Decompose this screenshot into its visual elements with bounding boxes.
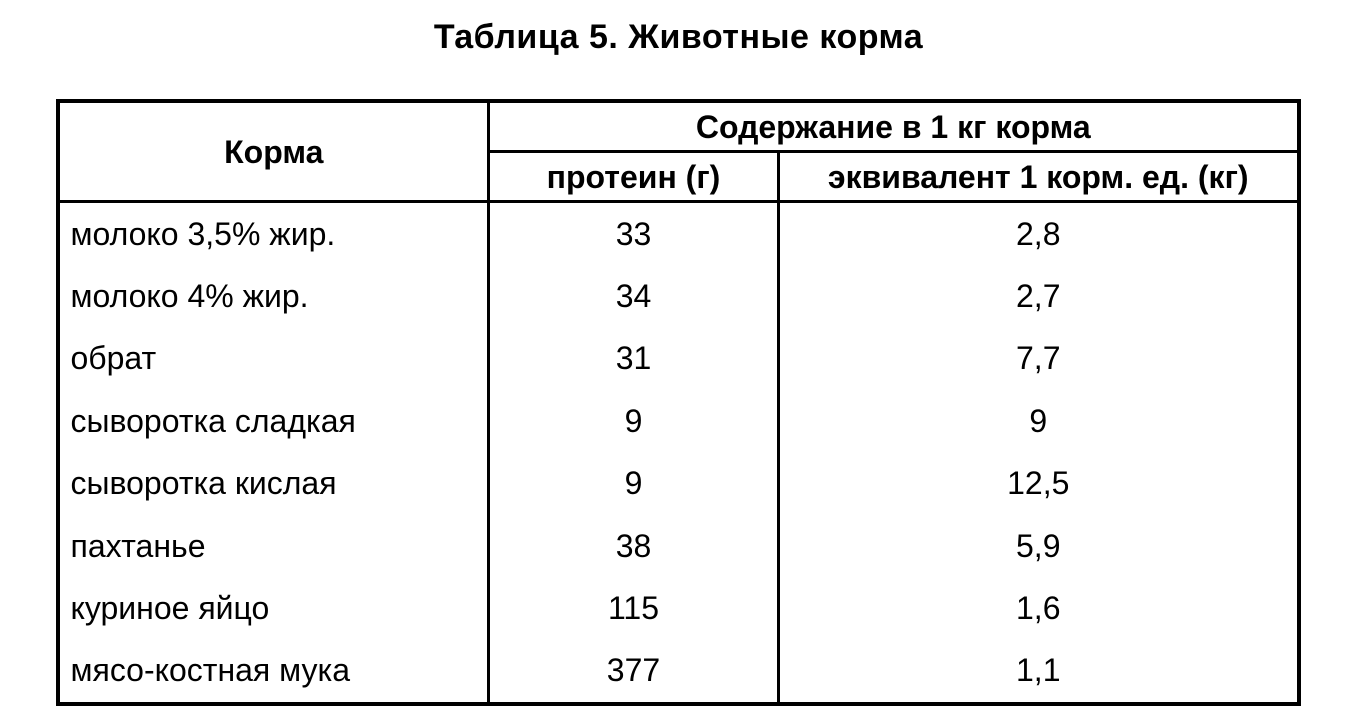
col-header-protein: протеин (г) — [488, 151, 778, 201]
cell-equiv: 2,8 — [778, 201, 1298, 265]
cell-feed: обрат — [58, 327, 488, 389]
cell-feed: сыворотка кислая — [58, 452, 488, 514]
table-row: пахтанье 38 5,9 — [58, 515, 1298, 577]
table-row: молоко 3,5% жир. 33 2,8 — [58, 201, 1298, 265]
cell-equiv: 9 — [778, 390, 1298, 452]
table-row: мясо-костная мука 377 1,1 — [58, 639, 1298, 703]
table-row: сыворотка сладкая 9 9 — [58, 390, 1298, 452]
cell-equiv: 12,5 — [778, 452, 1298, 514]
cell-feed: пахтанье — [58, 515, 488, 577]
table-row: куриное яйцо 115 1,6 — [58, 577, 1298, 639]
cell-protein: 9 — [488, 452, 778, 514]
cell-equiv: 1,1 — [778, 639, 1298, 703]
cell-protein: 31 — [488, 327, 778, 389]
page: Таблица 5. Животные корма Корма Содержан… — [0, 0, 1357, 720]
table-title: Таблица 5. Животные корма — [0, 18, 1357, 57]
cell-protein: 34 — [488, 265, 778, 327]
col-header-equiv: эквивалент 1 корм. ед. (кг) — [778, 151, 1298, 201]
cell-protein: 115 — [488, 577, 778, 639]
cell-protein: 33 — [488, 201, 778, 265]
cell-feed: куриное яйцо — [58, 577, 488, 639]
col-header-group: Содержание в 1 кг корма — [488, 101, 1298, 151]
cell-protein: 9 — [488, 390, 778, 452]
cell-feed: сыворотка сладкая — [58, 390, 488, 452]
col-header-feed: Корма — [58, 101, 488, 201]
cell-feed: молоко 3,5% жир. — [58, 201, 488, 265]
cell-feed: мясо-костная мука — [58, 639, 488, 703]
cell-protein: 38 — [488, 515, 778, 577]
table-row: сыворотка кислая 9 12,5 — [58, 452, 1298, 514]
table-row: молоко 4% жир. 34 2,7 — [58, 265, 1298, 327]
cell-protein: 377 — [488, 639, 778, 703]
cell-feed: молоко 4% жир. — [58, 265, 488, 327]
cell-equiv: 1,6 — [778, 577, 1298, 639]
feed-table: Корма Содержание в 1 кг корма протеин (г… — [56, 99, 1300, 706]
table-row: обрат 31 7,7 — [58, 327, 1298, 389]
cell-equiv: 5,9 — [778, 515, 1298, 577]
cell-equiv: 7,7 — [778, 327, 1298, 389]
cell-equiv: 2,7 — [778, 265, 1298, 327]
